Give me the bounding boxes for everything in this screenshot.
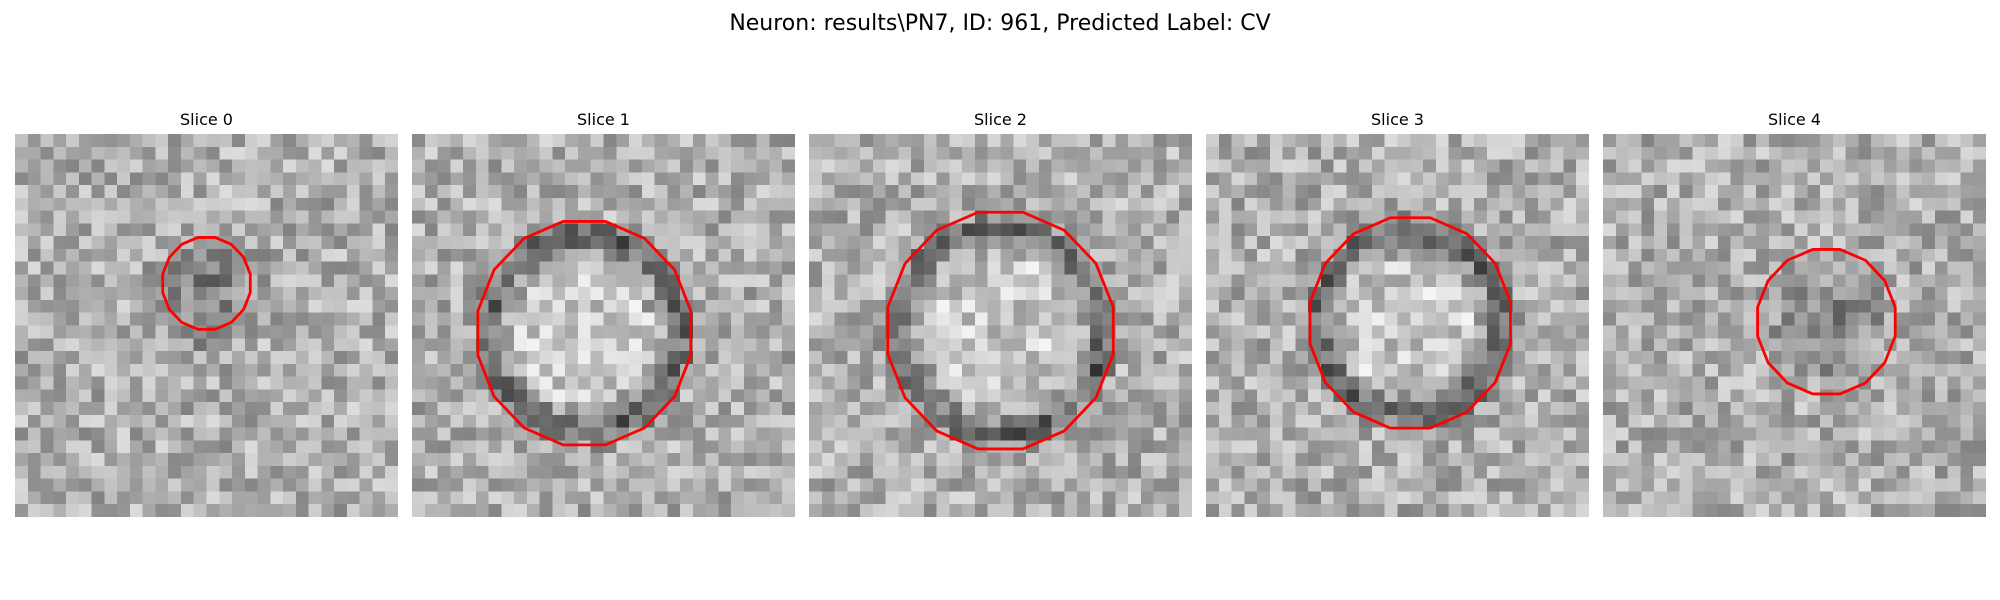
slice-contour-overlay [886,210,1115,451]
slice-image [809,134,1192,517]
slice-panel-0: Slice 0 [15,0,398,600]
slice-image [412,134,795,517]
slice-image [15,134,398,517]
contour-polygon [886,210,1115,451]
contour-polygon [1308,216,1512,430]
slice-title: Slice 0 [180,110,233,129]
slice-title: Slice 4 [1768,110,1821,129]
contour-polygon [1756,248,1897,396]
contour-polygon [161,236,252,331]
slice-contour-overlay [1756,248,1897,396]
slice-contour-overlay [1308,216,1512,430]
slice-panel-1: Slice 1 [412,0,795,600]
slice-title: Slice 1 [577,110,630,129]
slice-image [1603,134,1986,517]
slice-panel-2: Slice 2 [809,0,1192,600]
figure-title: Neuron: results\PN7, ID: 961, Predicted … [729,11,1271,36]
contour-polygon [476,220,693,447]
slice-contour-overlay [476,220,693,447]
slice-title: Slice 3 [1371,110,1424,129]
slice-contour-overlay [161,236,252,331]
slice-panel-4: Slice 4 [1603,0,1986,600]
slice-panel-3: Slice 3 [1206,0,1589,600]
slice-image [1206,134,1589,517]
slice-title: Slice 2 [974,110,1027,129]
